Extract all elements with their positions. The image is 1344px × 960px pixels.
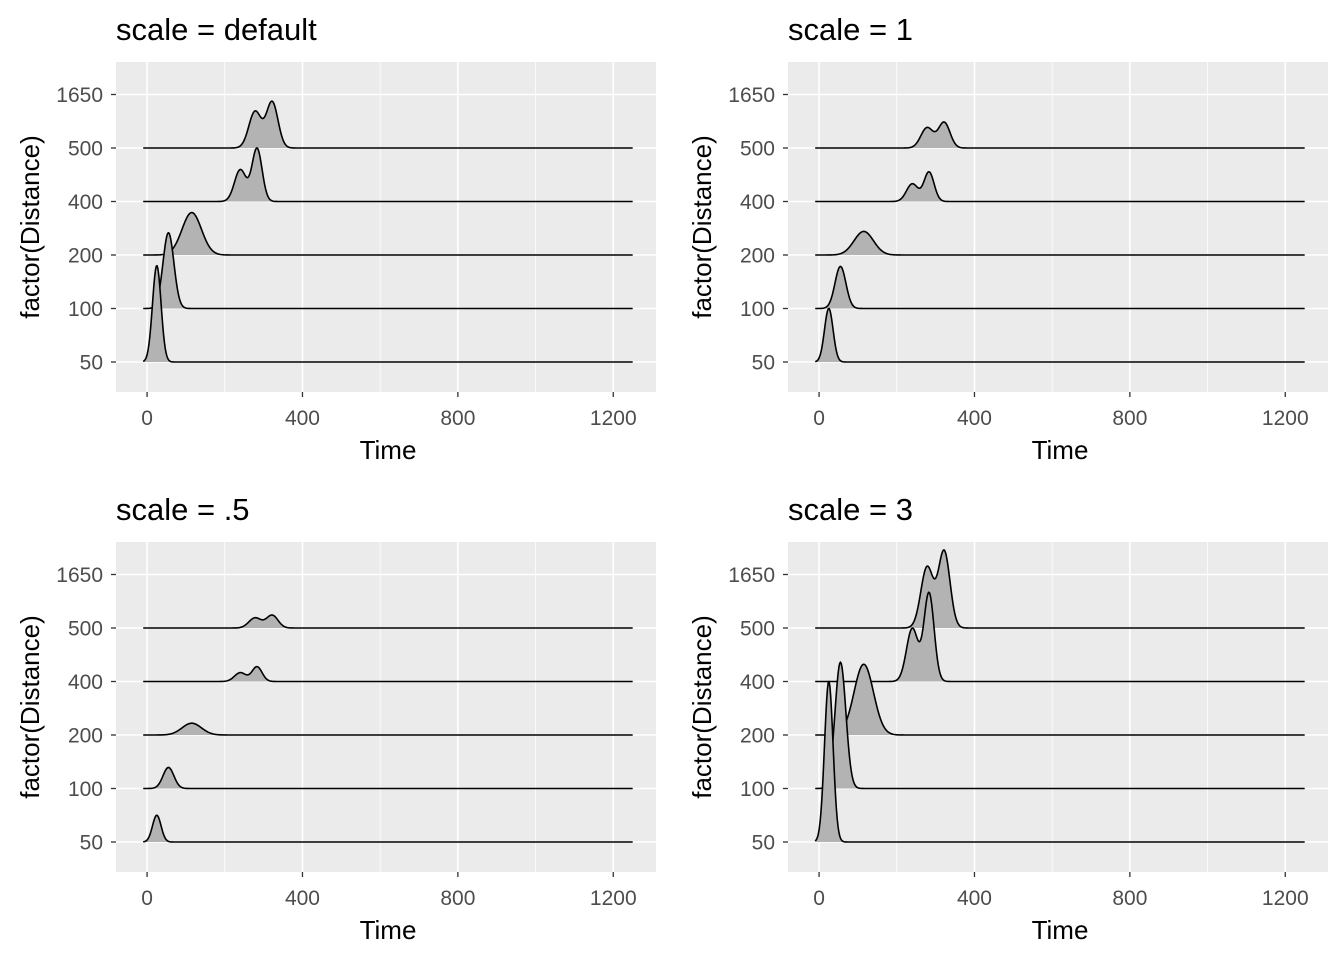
x-tick-label: 800 [440,407,475,430]
ridge-line-500 [143,100,633,149]
y-tick-label: 100 [740,298,775,321]
y-tick-label: 200 [68,725,103,748]
ridge-fill-400 [815,592,1305,682]
panel-title: scale = 1 [788,12,913,47]
y-tick-label: 200 [740,725,775,748]
panel-title: scale = 3 [788,492,913,527]
y-tick-label: 1650 [728,84,775,107]
chart-panel-2: 0 400 800 1200 50 100 200 400 500 1650 scale = 1 Ti… [687,12,1328,465]
ridge-fill-500 [143,101,633,148]
ridge-line-50 [814,307,1305,363]
ridge-line-400 [815,591,1305,683]
y-tick-label: 100 [740,778,775,801]
x-tick-label: 800 [1112,407,1147,430]
ridge-line-100 [143,766,633,790]
ridge-fill-200 [815,231,1305,255]
ridge-line-400 [143,147,633,203]
y-tick-label: 400 [68,671,103,694]
ridge-fill-500 [143,614,633,628]
ridge-line-200 [815,230,1305,256]
y-axis-title: factor(Distance) [15,615,45,799]
y-tick-label: 50 [752,832,775,855]
x-tick-label: 0 [813,407,825,430]
y-tick-label: 1650 [56,84,103,107]
y-tick-label: 500 [740,618,775,641]
ridge-line-500 [143,614,633,629]
y-tick-label: 200 [68,245,103,268]
ridge-line-100 [815,661,1305,790]
x-tick-label: 800 [1112,887,1147,910]
x-axis-title: Time [1032,435,1089,465]
y-tick-label: 500 [68,138,103,161]
x-tick-label: 1200 [1262,407,1309,430]
y-tick-label: 100 [68,298,103,321]
y-tick-label: 1650 [56,564,103,587]
x-axis-title: Time [360,435,417,465]
ridge-line-100 [815,265,1305,310]
y-axis-title: factor(Distance) [687,135,717,319]
x-tick-label: 400 [957,887,992,910]
ridge-fill-400 [143,147,633,202]
ridge-fill-400 [815,171,1305,202]
y-tick-label: 50 [752,352,775,375]
ridge-fill-400 [143,666,633,682]
x-tick-label: 0 [813,887,825,910]
panel-background [788,62,1328,392]
x-tick-label: 0 [141,887,153,910]
y-tick-label: 200 [740,245,775,268]
ridge-line-500 [815,549,1305,629]
x-tick-label: 0 [141,407,153,430]
y-tick-label: 50 [80,832,103,855]
x-tick-label: 400 [957,407,992,430]
panel-background [116,542,656,872]
panel-title: scale = default [116,12,317,47]
y-tick-label: 1650 [728,564,775,587]
y-tick-label: 400 [740,191,775,214]
panel-title: scale = .5 [116,492,250,527]
ridge-line-200 [143,722,633,736]
ridge-line-500 [815,121,1305,149]
ridge-line-100 [143,231,633,310]
x-tick-label: 400 [285,887,320,910]
ridge-fill-200 [815,664,1305,735]
y-tick-label: 400 [68,191,103,214]
y-tick-label: 500 [740,138,775,161]
ridge-line-200 [143,211,633,256]
x-axis-title: Time [1032,915,1089,945]
y-tick-label: 100 [68,778,103,801]
ridge-line-400 [143,665,633,683]
ridge-line-50 [142,264,633,363]
y-tick-label: 400 [740,671,775,694]
x-tick-label: 1200 [1262,887,1309,910]
ridge-line-50 [814,680,1305,843]
ridge-fill-500 [815,121,1305,148]
chart-panel-1: 0 400 800 1200 50 100 200 400 500 1650 scale = def… [15,12,656,465]
x-tick-label: 1200 [590,407,637,430]
x-axis-title: Time [360,915,417,945]
ridge-fill-200 [143,723,633,735]
ridge-line-200 [815,663,1305,736]
panel-background [788,542,1328,872]
ridge-line-50 [143,814,633,843]
x-tick-label: 800 [440,887,475,910]
ridge-fill-500 [815,549,1305,628]
ridge-fill-200 [143,212,633,255]
chart-panel-4: 0 400 800 1200 50 100 200 400 500 1650 scale = 3 Ti… [687,492,1328,945]
y-axis-title: factor(Distance) [687,615,717,799]
ridge-line-400 [815,170,1305,203]
x-tick-label: 400 [285,407,320,430]
x-tick-label: 1200 [590,887,637,910]
y-axis-title: factor(Distance) [15,135,45,319]
y-tick-label: 50 [80,352,103,375]
panel-background [116,62,656,392]
chart-panel-3: 0 400 800 1200 50 100 200 400 500 1650 scale = .5 T… [15,492,656,945]
y-tick-label: 500 [68,618,103,641]
